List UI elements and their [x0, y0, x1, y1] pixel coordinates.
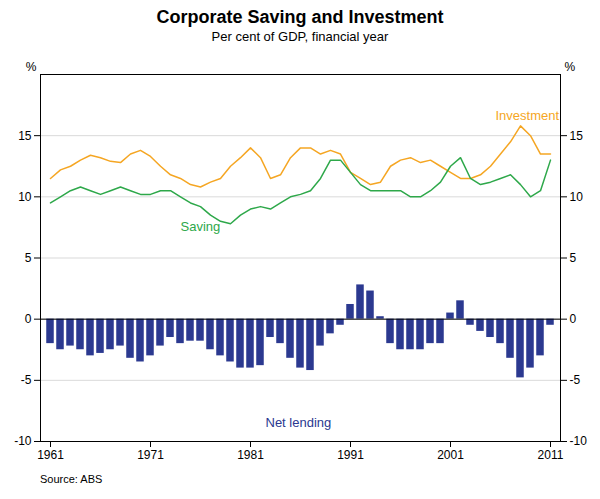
svg-text:1971: 1971: [137, 448, 164, 462]
html-text:Per cent of GDP, financial yea: Per cent of GDP, financial year: [211, 29, 389, 44]
svg-text:15: 15: [570, 129, 584, 143]
svg-text:2011: 2011: [538, 448, 564, 462]
svg-text:10: 10: [570, 190, 584, 204]
svg-text:Investment: Investment: [496, 108, 560, 123]
html-text:Source: ABS: Source: ABS: [40, 473, 103, 485]
html-text:Corporate Saving and Investmen: Corporate Saving and Investment: [156, 7, 444, 27]
svg-text:0: 0: [25, 312, 32, 326]
svg-text:-5: -5: [21, 373, 32, 387]
svg-text:5: 5: [25, 251, 32, 265]
svg-text:-10: -10: [570, 434, 588, 448]
svg-text:Net lending: Net lending: [266, 415, 332, 430]
svg-text:-5: -5: [570, 373, 581, 387]
svg-text:0: 0: [570, 312, 577, 326]
svg-text:1991: 1991: [337, 448, 364, 462]
svg-text:Saving: Saving: [181, 219, 221, 234]
svg-text:2001: 2001: [437, 448, 464, 462]
svg-text:%: %: [565, 60, 576, 74]
svg-text:5: 5: [570, 251, 577, 265]
svg-text:-10: -10: [14, 434, 32, 448]
svg-text:15: 15: [18, 129, 32, 143]
svg-text:%: %: [26, 60, 37, 74]
svg-text:10: 10: [18, 190, 32, 204]
svg-text:1961: 1961: [37, 448, 64, 462]
svg-text:1981: 1981: [237, 448, 264, 462]
